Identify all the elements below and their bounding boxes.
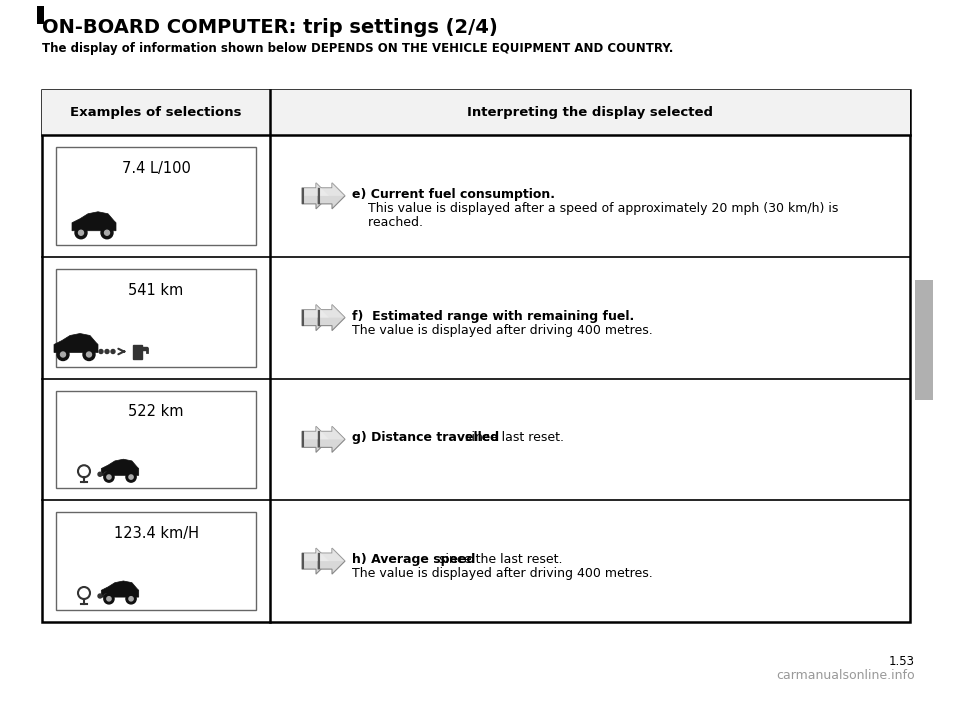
Circle shape [57, 349, 69, 361]
Circle shape [75, 226, 87, 239]
Bar [42, 90, 270, 135]
Text: since the last reset.: since the last reset. [435, 553, 563, 566]
Polygon shape [102, 459, 138, 476]
Text: 541 km: 541 km [129, 283, 183, 297]
Polygon shape [318, 305, 345, 331]
Polygon shape [302, 427, 329, 452]
Bar [133, 344, 142, 359]
Polygon shape [318, 548, 345, 561]
Text: ON-BOARD COMPUTER: trip settings (2/4): ON-BOARD COMPUTER: trip settings (2/4) [42, 18, 497, 37]
Text: f)  Estimated range with remaining fuel.: f) Estimated range with remaining fuel. [352, 310, 635, 322]
Polygon shape [318, 427, 345, 452]
Circle shape [99, 349, 103, 354]
Bar [56, 269, 256, 366]
Circle shape [111, 349, 115, 354]
Polygon shape [318, 183, 345, 196]
Text: Interpreting the display selected: Interpreting the display selected [467, 106, 713, 119]
Polygon shape [318, 305, 345, 317]
Bar [142, 346, 147, 349]
Circle shape [105, 349, 109, 354]
Bar [270, 90, 910, 135]
Polygon shape [302, 548, 329, 561]
Text: carmanualsonline.info: carmanualsonline.info [777, 669, 915, 682]
Polygon shape [102, 581, 138, 597]
Bar [56, 147, 256, 245]
Polygon shape [302, 427, 329, 439]
Text: h) Average speed: h) Average speed [352, 553, 475, 566]
Circle shape [83, 349, 95, 361]
Polygon shape [318, 183, 345, 209]
Text: The value is displayed after driving 400 metres.: The value is displayed after driving 400… [352, 324, 653, 337]
Text: g) Distance travelled: g) Distance travelled [352, 432, 499, 444]
Text: reached.: reached. [352, 216, 423, 229]
Text: The display of information shown below DEPENDS ON THE VEHICLE EQUIPMENT AND COUN: The display of information shown below D… [42, 42, 673, 55]
Circle shape [98, 594, 102, 598]
Text: since last reset.: since last reset. [461, 432, 564, 444]
Circle shape [79, 230, 84, 235]
Circle shape [101, 226, 113, 239]
Polygon shape [302, 305, 329, 317]
Bar [915, 280, 933, 400]
Bar [42, 90, 910, 622]
Circle shape [104, 594, 108, 598]
Circle shape [126, 594, 136, 604]
Circle shape [104, 594, 114, 604]
Polygon shape [302, 183, 329, 196]
Text: This value is displayed after a speed of approximately 20 mph (30 km/h) is: This value is displayed after a speed of… [352, 202, 838, 215]
Text: 1.53: 1.53 [889, 655, 915, 668]
Polygon shape [302, 305, 329, 331]
Bar [56, 391, 256, 488]
Polygon shape [318, 427, 345, 439]
Polygon shape [302, 183, 329, 209]
Polygon shape [72, 212, 116, 231]
Text: The value is displayed after driving 400 metres.: The value is displayed after driving 400… [352, 567, 653, 580]
Bar [56, 512, 256, 610]
Text: e) Current fuel consumption.: e) Current fuel consumption. [352, 188, 555, 201]
Circle shape [60, 352, 65, 357]
Text: 7.4 L/100: 7.4 L/100 [122, 161, 190, 176]
Circle shape [105, 230, 109, 235]
Circle shape [98, 472, 102, 476]
Circle shape [126, 472, 136, 482]
Polygon shape [54, 334, 98, 352]
Circle shape [129, 596, 133, 601]
Polygon shape [318, 548, 345, 574]
Text: 522 km: 522 km [129, 405, 183, 420]
Bar [37, 6, 44, 24]
Polygon shape [302, 548, 329, 574]
Circle shape [107, 475, 111, 479]
Circle shape [104, 472, 114, 482]
Text: 123.4 km/H: 123.4 km/H [113, 526, 199, 541]
Circle shape [129, 475, 133, 479]
Circle shape [104, 472, 108, 476]
Text: Examples of selections: Examples of selections [70, 106, 242, 119]
Circle shape [107, 596, 111, 601]
Circle shape [86, 352, 91, 357]
